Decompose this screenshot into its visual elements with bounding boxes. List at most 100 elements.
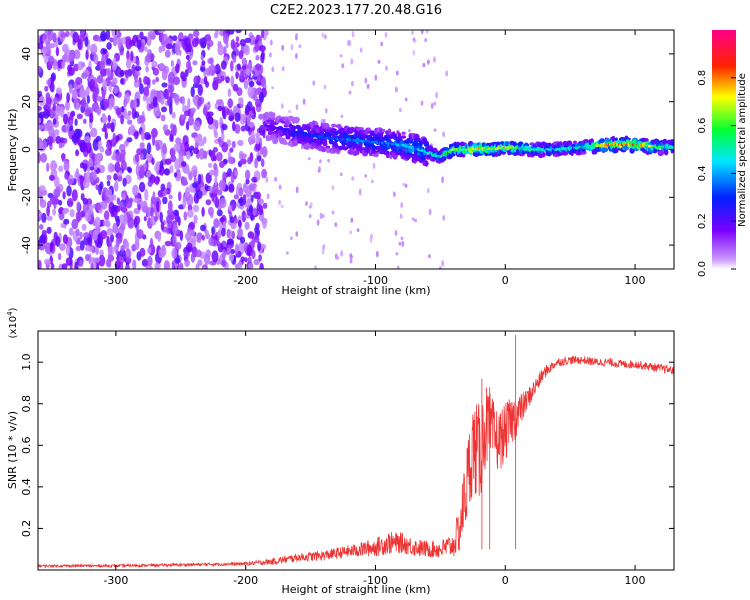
spectrogram-noise-cell [248, 205, 254, 213]
spectrogram-noise-cell [147, 216, 152, 226]
spectrogram-noise-cell [215, 63, 220, 72]
spectrogram-noise-cell [58, 165, 64, 172]
spectrogram-signal-cell [331, 123, 337, 128]
spectrogram-noise-cell [189, 145, 195, 151]
spectrogram-noise-cell [70, 110, 76, 117]
spectrogram-noise-cell [374, 74, 378, 81]
spectrogram-noise-cell [278, 199, 281, 206]
spectrogram-noise-cell [149, 237, 154, 250]
spectrogram-noise-cell [113, 173, 118, 181]
spectrogram-noise-cell [132, 184, 139, 197]
spectrogram-noise-cell [75, 77, 83, 85]
spectrogram-noise-cell [69, 119, 74, 126]
spectrogram-noise-cell [203, 105, 208, 116]
spectrogram-noise-cell [183, 251, 190, 258]
spectrogram-noise-cell [404, 183, 408, 188]
spectrogram-x-tick-label: 100 [625, 274, 646, 287]
spectrogram-noise-cell [162, 142, 167, 155]
spectrogram-noise-cell [244, 108, 250, 116]
spectrogram-noise-cell [147, 31, 155, 38]
snr-series-line [38, 354, 674, 569]
spectrogram-noise-cell [174, 158, 181, 171]
spectrogram-noise-cell [213, 131, 219, 139]
spectrogram-noise-cell [91, 245, 96, 254]
spectrogram-noise-cell [246, 244, 253, 257]
spectrogram-noise-cell [104, 131, 109, 140]
spectrogram-noise-cell [191, 165, 198, 177]
spectrogram-signal-cell [322, 142, 328, 147]
spectrogram-noise-cell [86, 95, 91, 104]
spectrogram-noise-cell [442, 215, 446, 221]
spectrogram-y-tick-label: -40 [20, 236, 33, 254]
spectrogram-noise-cell [220, 60, 227, 70]
spectrogram-noise-cell [236, 63, 241, 71]
spectrogram-noise-cell [120, 78, 124, 85]
spectrogram-noise-cell [192, 37, 199, 48]
spectrogram-noise-cell [259, 262, 264, 269]
spectrogram-noise-cell [125, 36, 131, 42]
spectrogram-noise-cell [261, 168, 267, 179]
spectrogram-noise-cell [112, 86, 119, 94]
spectrogram-noise-cell [106, 42, 112, 50]
spectrogram-noise-cell [239, 159, 247, 165]
spectrogram-noise-cell [75, 102, 80, 111]
spectrogram-noise-cell [274, 176, 277, 182]
spectrogram-noise-cell [94, 202, 102, 211]
spectrogram-noise-cell [120, 223, 126, 232]
spectrogram-signal-cell [601, 147, 609, 153]
spectrogram-noise-cell [75, 149, 80, 157]
spectrogram-noise-cell [319, 159, 322, 164]
spectrogram-noise-cell [186, 209, 194, 218]
spectrogram-noise-cell [290, 236, 293, 241]
spectrogram-noise-cell [137, 204, 141, 210]
spectrogram-noise-cell [230, 75, 235, 88]
spectrogram-noise-cell [120, 245, 125, 252]
spectrogram-noise-cell [222, 158, 228, 164]
spectrogram-signal-cell [566, 140, 573, 146]
spectrogram-noise-cell [246, 68, 251, 77]
spectrogram-noise-cell [424, 37, 428, 43]
spectrogram-noise-cell [255, 135, 260, 145]
spectrogram-noise-cell [232, 55, 237, 64]
spectrogram-noise-cell [228, 115, 235, 121]
spectrogram-noise-cell [103, 98, 110, 109]
spectrogram-noise-cell [181, 75, 187, 82]
spectrogram-noise-cell [228, 253, 235, 262]
spectrogram-noise-cell [38, 185, 46, 192]
spectrogram-noise-cell [226, 108, 230, 115]
spectrogram-noise-cell [433, 128, 437, 132]
spectrogram-noise-cell [254, 157, 258, 169]
spectrogram-noise-cell [227, 205, 233, 212]
spectrogram-noise-cell [188, 116, 194, 126]
spectrogram-noise-cell [164, 129, 171, 136]
figure-title: C2E2.2023.177.20.48.G16 [270, 3, 442, 18]
spectrogram-signal-cell [374, 153, 379, 158]
spectrogram-noise-cell [62, 137, 68, 144]
spectrogram-noise-cell [95, 184, 99, 191]
spectrogram-noise-cell [239, 71, 245, 80]
colorbar-tick-label: 0.0 [697, 261, 708, 277]
spectrogram-y-tick-label: -20 [20, 188, 33, 206]
spectrogram-noise-cell [205, 199, 212, 206]
spectrogram-noise-cell [108, 84, 112, 93]
spectrogram-noise-cell [163, 124, 169, 131]
spectrogram-noise-cell [83, 232, 90, 239]
spectrogram-noise-cell [420, 100, 424, 106]
spectrogram-signal-cell [490, 145, 495, 149]
spectrogram-signal-cell [291, 125, 296, 132]
spectrogram-noise-cell [93, 153, 101, 165]
spectrogram-noise-cell [136, 59, 140, 67]
spectrogram-noise-cell [85, 254, 90, 262]
spectrogram-noise-cell [50, 263, 55, 269]
spectrogram-noise-cell [356, 228, 360, 233]
spectrogram-noise-cell [239, 236, 246, 244]
spectrogram-noise-cell [170, 60, 174, 67]
spectrogram-noise-cell [71, 189, 78, 202]
spectrogram-marks [38, 30, 674, 269]
spectrogram-noise-cell [221, 259, 227, 268]
spectrogram-noise-cell [177, 216, 181, 226]
spectrogram-noise-cell [213, 162, 218, 171]
spectrogram-noise-cell [187, 97, 191, 110]
spectrogram-noise-cell [68, 55, 72, 63]
spectrogram-noise-cell [96, 106, 102, 116]
